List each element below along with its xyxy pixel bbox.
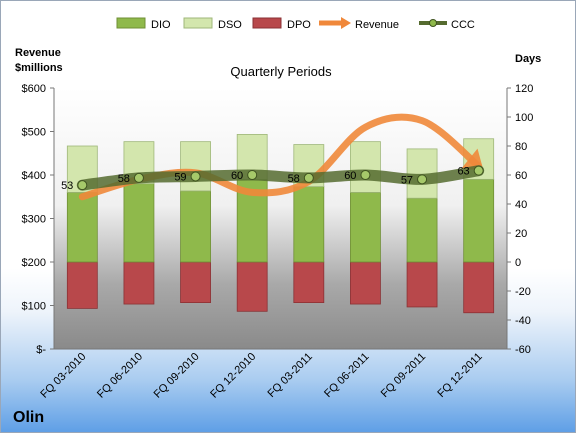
ccc-marker [473,165,484,176]
legend: DIO DSO DPO Revenue CCC [116,17,475,31]
ccc-data-label: 58 [118,173,130,185]
y2-axis: -60 -40 -20 0 20 40 60 80 100 120 [54,83,533,356]
ccc-data-label: 60 [344,170,356,182]
y2-tick-label: 0 [515,257,521,269]
y2-tick-label: 40 [515,199,527,211]
x-tick-label: FQ 12-2010 [208,351,258,401]
ccc-marker [360,170,371,180]
bar-dio [180,190,211,263]
bar-dio [66,191,98,263]
y2-tick-label: 20 [515,228,527,240]
y2-axis-title: Days [515,53,541,65]
y2-tick-label: -40 [515,315,531,327]
legend-label-dso: DSO [218,19,242,31]
ccc-marker [133,172,144,183]
legend-swatch-dio [116,17,146,29]
legend-swatch-revenue-arrow [341,17,351,29]
y2-tick-label: 100 [515,112,533,124]
revenue-arrowhead [461,148,484,171]
legend-label-dio: DIO [151,19,171,31]
ccc-marker [417,174,428,185]
legend-label-ccc: CCC [451,19,475,31]
bar-dpo [180,261,211,303]
x-tick-label: FQ 03-2010 [38,351,88,401]
bar-dio [406,197,438,263]
y2-tick-label: 60 [515,170,527,182]
ccc-marker [303,172,314,183]
x-axis: FQ 03-2010 FQ 06-2010 FQ 09-2010 FQ 12-2010… [38,351,484,401]
bar-dso [180,141,211,192]
bar-dpo [66,261,98,309]
y-tick-label: $100 [22,301,46,313]
x-tick-label: FQ 09-2010 [152,351,202,401]
y-tick-label: $400 [22,170,46,182]
y-tick-label: $600 [22,83,46,95]
legend-label-dpo: DPO [287,19,311,31]
y-tick-label: $- [36,344,46,356]
x-tick-label: FQ 06-2011 [322,351,371,400]
ccc-marker [190,171,201,182]
ccc-layer: 53 58 59 60 58 60 57 63 [61,165,485,192]
y2-tick-label: -20 [515,286,531,298]
legend-label-revenue: Revenue [355,19,399,31]
bar-dpo [350,261,381,305]
legend-swatch-ccc-marker [429,19,437,27]
y2-tick-label: 80 [515,141,527,153]
bar-dio [293,186,325,263]
y-tick-label: $300 [22,214,46,226]
legend-swatch-dso [183,17,213,29]
ccc-data-label: 63 [457,166,469,178]
ccc-marker [77,180,88,191]
y2-tick-label: -60 [515,344,531,356]
ccc-marker [247,170,258,180]
y2-tick-label: 120 [515,83,533,95]
bar-dio [463,178,495,263]
bar-dpo [406,261,438,308]
bar-dpo [123,261,155,305]
ccc-data-label: 60 [231,170,243,182]
ccc-data-label: 53 [61,180,73,192]
x-tick-label: FQ 06-2010 [95,351,145,401]
bar-dio [350,191,381,263]
ccc-data-label: 57 [401,174,413,186]
y-axis-title-line2: $millions [15,62,63,74]
y-tick-label: $200 [22,257,46,269]
legend-swatch-dpo [252,17,282,29]
company-name: Olin [13,409,44,426]
chart-title: Quarterly Periods [230,64,332,79]
bar-dso [350,141,381,193]
ccc-data-label: 59 [174,171,186,183]
x-tick-label: FQ 09-2011 [379,351,428,400]
x-tick-label: FQ 03-2011 [266,351,315,400]
ccc-data-label: 58 [288,173,300,185]
bar-dpo [293,261,325,303]
y-axis: $- $100 $200 $300 $400 $500 $600 [22,83,55,356]
bar-dio [123,183,155,263]
y-axis-title-line1: Revenue [15,47,61,59]
bar-dpo [463,261,495,314]
y-tick-label: $500 [22,127,46,139]
x-tick-label: FQ 12-2011 [435,351,484,400]
bar-dpo [236,261,268,312]
